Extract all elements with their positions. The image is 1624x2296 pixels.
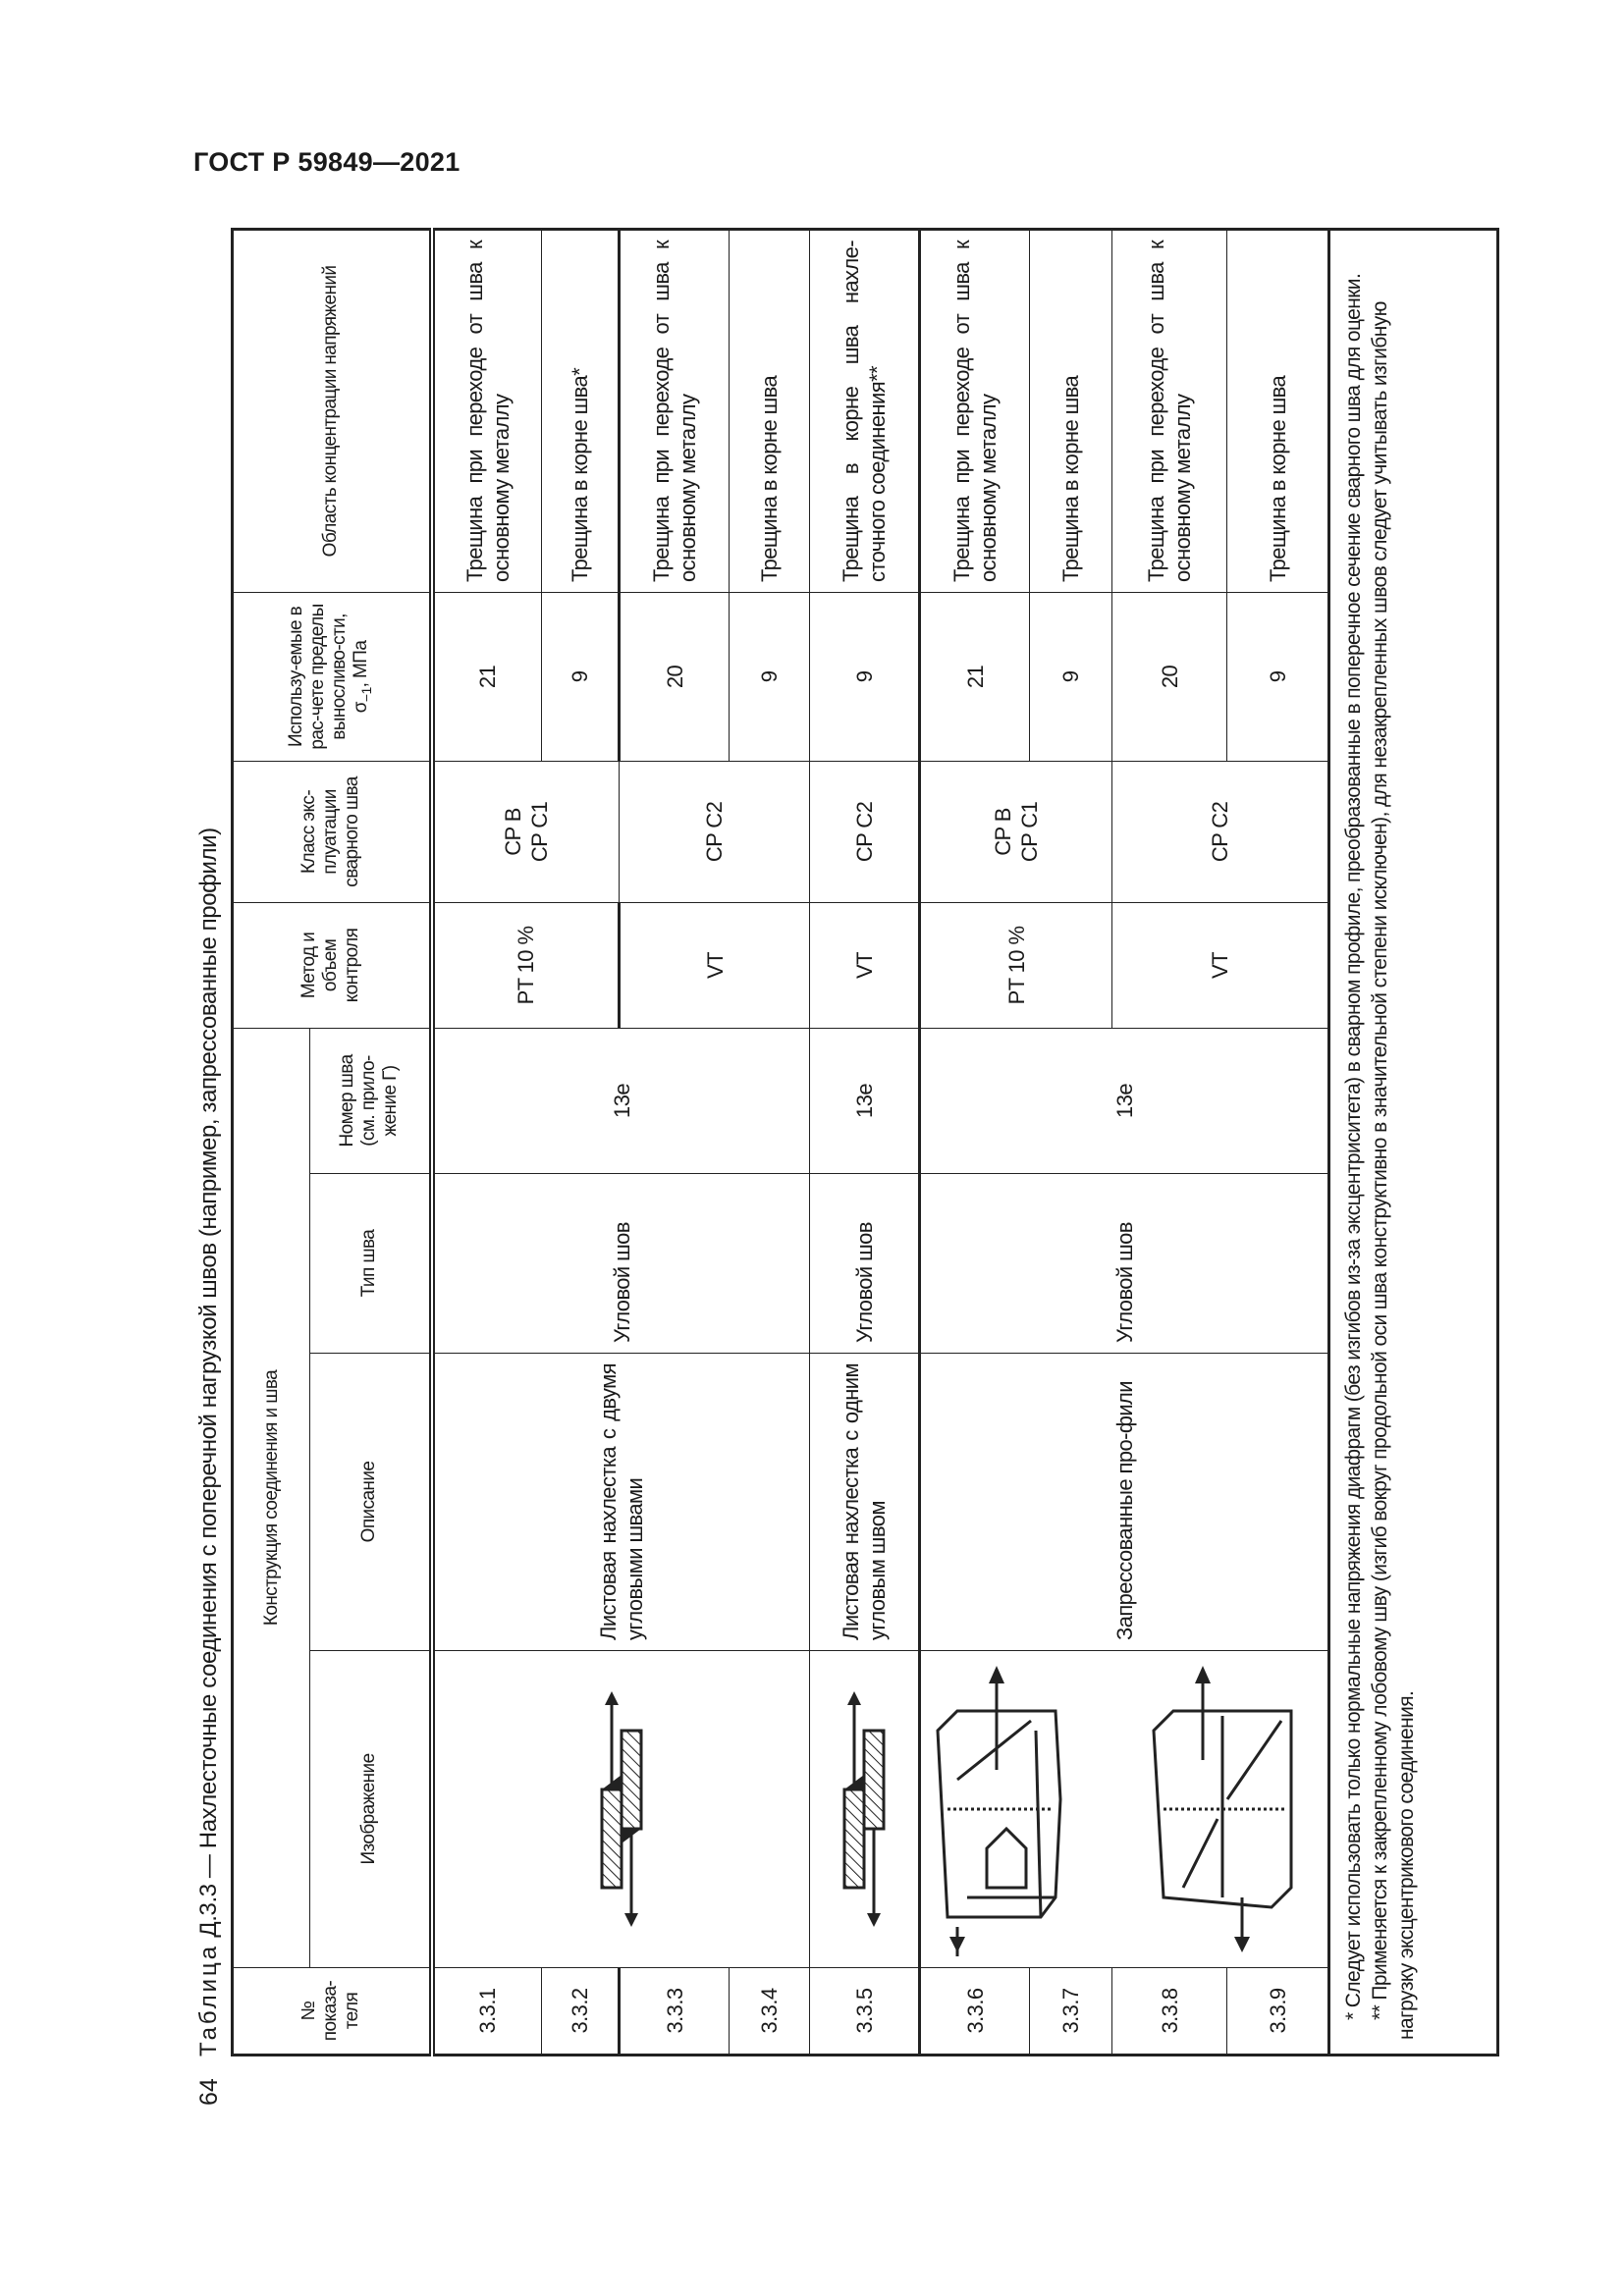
weld-number: 13е [919,1028,1329,1174]
method: VT [809,902,920,1029]
row-number: 3.3.4 [729,1967,810,2056]
description: Листовая нахлестка с двумя угловыми швам… [431,1353,810,1651]
fatigue-limit: 21 [919,592,1030,762]
fatigue-limit: 9 [1226,592,1329,762]
limits-subscript: −1 [357,687,374,703]
profile-top [936,1666,1062,1956]
footnotes-row: * Следует использовать только нормальные… [1328,229,1498,2056]
method: VT [1111,902,1329,1029]
stress-area: Трещина при переходе от шва к основному … [919,229,1030,593]
lap-joint-image [809,1650,920,1968]
weld-type: Угловой шов [919,1173,1329,1354]
col-weld-type: Тип шва [309,1173,432,1354]
method: PT 10 % [431,902,620,1029]
row-number: 3.3.8 [1111,1967,1227,2056]
table-row: 3.3.5 Листовая нахлестка с одним угловым… [809,229,920,2056]
class-value: CP C1 [527,801,553,863]
stress-area: Трещина в корне шва нахле-сточного соеди… [809,229,920,593]
pressed-profile-drawing [936,1666,1293,1956]
weld-type: Угловой шов [809,1173,920,1354]
col-limits: Использу-емые в рас-чете пределы выносли… [232,592,432,762]
class-value: CP B [991,808,1015,856]
col-method: Метод и объем контроля [232,902,432,1029]
col-area: Область концентрации напряжений [232,229,432,593]
stress-area: Трещина при переходе от шва к основному … [431,229,542,593]
description: Запрессованные про-фили [919,1353,1329,1651]
row-number: 3.3.6 [919,1967,1030,2056]
lap-joint-one-weld-drawing [842,1691,886,1927]
weld-class: CP C2 [1111,761,1329,903]
row-number: 3.3.1 [431,1967,542,2056]
table-row: 3.3.6 [919,229,1329,2056]
class-value: CP B [501,808,526,856]
weld-class: CP C2 [809,761,920,903]
col-class: Класс экс-плуатации сварного шва [232,761,432,903]
row-number: 3.3.2 [541,1967,620,2056]
weld-type: Угловой шов [431,1173,810,1354]
fatigue-limit: 20 [619,592,730,762]
weld-class: CP B CP C1 [919,761,1112,903]
stress-area: Трещина в корне шва* [541,229,620,593]
fatigue-limit: 9 [729,592,810,762]
method: VT [619,902,810,1029]
col-number: № показа-теля [232,1967,432,2056]
data-table: № показа-теля Конструкция соединения и ш… [231,227,1499,2056]
pressed-profiles-image [919,1650,1329,1968]
stress-area: Трещина при переходе от шва к основному … [619,229,730,593]
stress-area: Трещина в корне шва [729,229,810,593]
col-image: Изображение [309,1650,432,1968]
row-number: 3.3.7 [1029,1967,1112,2056]
lap-joint-two-welds-drawing [600,1691,643,1927]
footnote: ** Применяется к закрепленному лобовому … [1369,301,1418,2040]
weld-number: 13е [431,1028,810,1174]
document-header: ГОСТ Р 59849—2021 [193,147,460,177]
caption-title: Д.3.3 — Нахлесточные соединения с попере… [195,828,222,1944]
fatigue-limit: 9 [809,592,920,762]
weld-class: CP C2 [619,761,810,903]
stress-area: Трещина в корне шва [1226,229,1329,593]
fatigue-limit: 21 [431,592,542,762]
weld-class: CP B CP C1 [431,761,620,903]
col-description: Описание [309,1353,432,1651]
profile-bottom [1152,1666,1293,1952]
description: Листовая нахлестка с одним угловым швом [809,1353,920,1651]
row-number: 3.3.5 [809,1967,920,2056]
rotated-page-content: 64 Таблица Д.3.3 — Нахлесточные соединен… [191,227,1512,2106]
class-value: CP C1 [1017,801,1042,863]
table-row: 3.3.1 Листовая нахлестка с двумя угловым… [431,229,810,2056]
row-number: 3.3.9 [1226,1967,1329,2056]
caption-prefix: Таблица [195,1943,222,2056]
col-construction: Конструкция соединения и шва [232,1028,310,1968]
fatigue-limit: 9 [1029,592,1112,762]
row-number: 3.3.3 [619,1967,730,2056]
fatigue-limit: 9 [541,592,620,762]
fatigue-limit: 20 [1111,592,1227,762]
stress-area: Трещина при переходе от шва к основному … [1111,229,1227,593]
weld-number: 13е [809,1028,920,1174]
table-caption: Таблица Д.3.3 — Нахлесточные соединения … [195,828,223,2056]
col-weld-number: Номер шва (см. прило-жение Г) [309,1028,432,1174]
footnote: * Следует использовать только нормальные… [1342,273,1365,2020]
page-number: 64 [195,2078,223,2106]
method: PT 10 % [919,902,1112,1029]
stress-area: Трещина в корне шва [1029,229,1112,593]
header-row: № показа-теля Конструкция соединения и ш… [232,229,432,2056]
footnotes: * Следует использовать только нормальные… [1328,229,1498,2056]
lap-joint-image [431,1650,810,1968]
limits-unit: , МПа [350,640,371,688]
